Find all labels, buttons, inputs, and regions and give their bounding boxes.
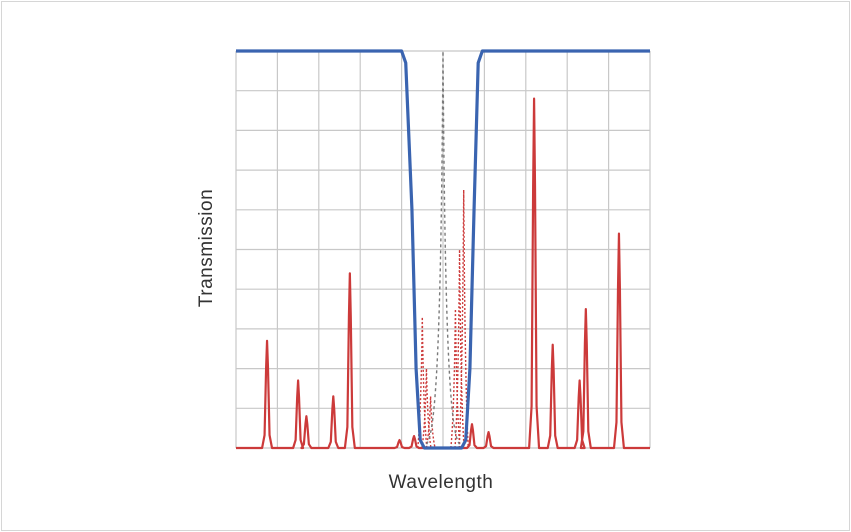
x-axis-label: Wavelength [389,472,494,493]
series-line-dotted-peak [425,396,436,449]
series-layer [236,49,650,450]
y-axis-label: Transmission [196,189,217,307]
series-line-dotted-peak [454,249,465,449]
grid-lines [235,50,651,449]
series-line-dotted-peak [458,189,469,449]
series-line-passband [236,49,650,450]
